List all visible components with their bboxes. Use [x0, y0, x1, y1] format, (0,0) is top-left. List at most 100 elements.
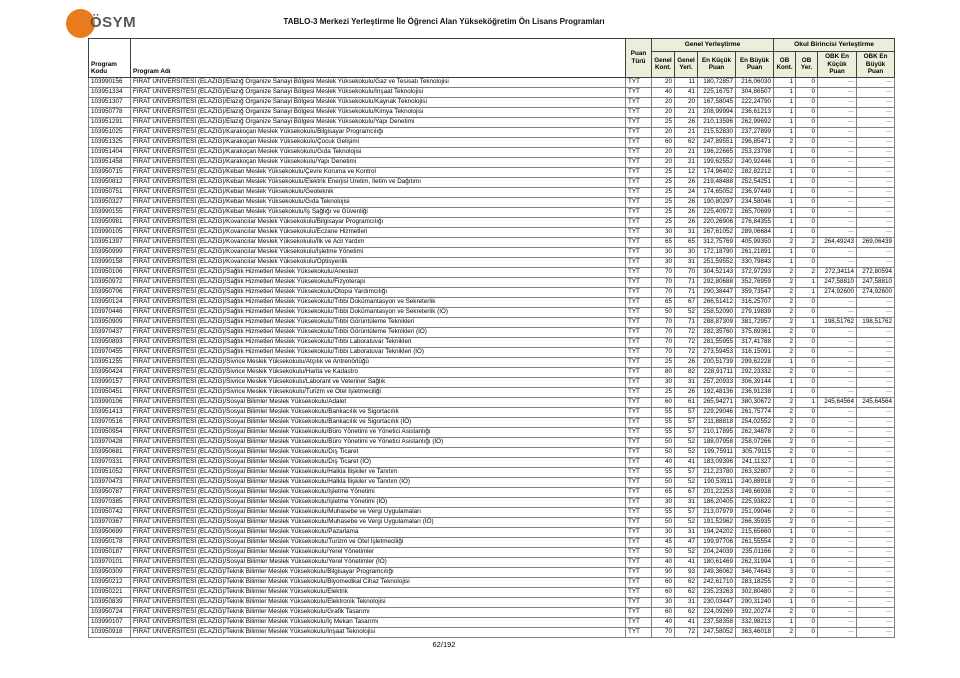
cell-obk-en-buyuk-puan: --- — [856, 466, 896, 478]
cell-obk-en-buyuk-puan: --- — [856, 216, 896, 228]
cell-en-kucuk-puan: 225,40972 — [697, 206, 736, 218]
cell-obk-en-buyuk-puan: --- — [856, 616, 896, 628]
cell-genel-kont: 65 — [651, 236, 675, 248]
cell-puan-turu: TYT — [625, 446, 652, 458]
cell-obk-en-kucuk-puan: --- — [817, 206, 858, 218]
cell-en-kucuk-puan: 249,36062 — [697, 566, 736, 578]
cell-genel-kont: 20 — [651, 106, 675, 118]
cell-program-kodu: 103951291 — [88, 116, 131, 128]
cell-en-buyuk-puan: 261,55554 — [734, 536, 775, 548]
cell-obk-en-buyuk-puan: 198,51762 — [856, 316, 896, 328]
cell-en-buyuk-puan: 332,98213 — [734, 616, 775, 628]
cell-puan-turu: TYT — [625, 586, 652, 598]
cell-genel-yerl: 31 — [674, 596, 698, 608]
cell-en-kucuk-puan: 292,80688 — [697, 276, 736, 288]
cell-ob-yer: 0 — [795, 146, 819, 158]
cell-program-kodu: 103950451 — [88, 386, 131, 398]
table-row: 103970473 FIRAT ÜNİVERSİTESİ (ELAZIĞ)/Sos… — [88, 476, 896, 488]
cell-en-kucuk-puan: 220,26906 — [697, 216, 736, 228]
cell-en-kucuk-puan: 215,52830 — [697, 126, 736, 138]
cell-obk-en-buyuk-puan: --- — [856, 146, 896, 158]
cell-program-kodu: 103951325 — [88, 136, 131, 148]
cell-program-kodu: 103990158 — [88, 256, 131, 268]
cell-puan-turu: TYT — [625, 266, 652, 278]
cell-puan-turu: TYT — [625, 546, 652, 558]
cell-program-kodu: 103950999 — [88, 246, 131, 258]
cell-ob-yer: 0 — [795, 106, 819, 118]
cell-program-adi: FIRAT ÜNİVERSİTESİ (ELAZIĞ)/Teknik Bilim… — [130, 626, 626, 638]
cell-en-kucuk-puan: 200,51739 — [697, 356, 736, 368]
cell-ob-yer: 0 — [795, 426, 819, 438]
cell-en-buyuk-puan: 262,99692 — [734, 116, 775, 128]
cell-program-kodu: 103990107 — [88, 616, 131, 628]
cell-ob-kont: 2 — [773, 486, 797, 498]
cell-genel-yerl: 31 — [674, 496, 698, 508]
cell-program-adi: FIRAT ÜNİVERSİTESİ (ELAZIĞ)/Sosyal Bilim… — [130, 546, 626, 558]
cell-genel-yerl: 72 — [674, 346, 698, 358]
table-row: 103950778 FIRAT ÜNİVERSİTESİ (ELAZIĞ)/Ela… — [88, 106, 896, 118]
cell-ob-yer: 0 — [795, 366, 819, 378]
cell-en-buyuk-puan: 316,25707 — [734, 296, 775, 308]
cell-program-adi: FIRAT ÜNİVERSİTESİ (ELAZIĞ)/Keban Meslek… — [130, 196, 626, 208]
table-row: 103950909 FIRAT ÜNİVERSİTESİ (ELAZIĞ)/Sağ… — [88, 316, 896, 328]
cell-en-buyuk-puan: 317,41788 — [734, 336, 775, 348]
cell-program-kodu: 103951404 — [88, 146, 131, 158]
cell-ob-kont: 2 — [773, 626, 797, 638]
cell-program-kodu: 103951458 — [88, 156, 131, 168]
cell-program-adi: FIRAT ÜNİVERSİTESİ (ELAZIĞ)/Sosyal Bilim… — [130, 476, 626, 488]
cell-ob-yer: 1 — [795, 276, 819, 288]
cell-program-adi: FIRAT ÜNİVERSİTESİ (ELAZIĞ)/Elazığ Organ… — [130, 96, 626, 108]
cell-en-buyuk-puan: 240,92446 — [734, 156, 775, 168]
cell-ob-kont: 2 — [773, 306, 797, 318]
cell-program-kodu: 103950309 — [88, 566, 131, 578]
cell-obk-en-kucuk-puan: --- — [817, 216, 858, 228]
cell-ob-yer: 0 — [795, 376, 819, 388]
cell-ob-kont: 2 — [773, 506, 797, 518]
cell-obk-en-buyuk-puan: --- — [856, 186, 896, 198]
cell-obk-en-kucuk-puan: --- — [817, 176, 858, 188]
cell-puan-turu: TYT — [625, 626, 652, 638]
cell-genel-kont: 25 — [651, 356, 675, 368]
cell-en-buyuk-puan: 352,76959 — [734, 276, 775, 288]
cell-ob-yer: 0 — [795, 306, 819, 318]
cell-program-kodu: 103950972 — [88, 276, 131, 288]
cell-en-kucuk-puan: 219,48488 — [697, 176, 736, 188]
cell-puan-turu: TYT — [625, 156, 652, 168]
cell-program-kodu: 103970437 — [88, 326, 131, 338]
cell-obk-en-buyuk-puan: --- — [856, 326, 896, 338]
cell-genel-kont: 70 — [651, 316, 675, 328]
cell-obk-en-kucuk-puan: 247,58810 — [817, 276, 858, 288]
cell-obk-en-buyuk-puan: --- — [856, 246, 896, 258]
cell-puan-turu: TYT — [625, 606, 652, 618]
cell-en-kucuk-puan: 247,58052 — [697, 626, 736, 638]
cell-ob-kont: 1 — [773, 226, 797, 238]
cell-ob-yer: 0 — [795, 496, 819, 508]
cell-program-adi: FIRAT ÜNİVERSİTESİ (ELAZIĞ)/Sağlık Hizme… — [130, 296, 626, 308]
cell-genel-kont: 60 — [651, 396, 675, 408]
cell-en-kucuk-puan: 188,07958 — [697, 436, 736, 448]
page-title: TABLO-3 Merkezi Yerleştirme İle Öğrenci … — [283, 17, 605, 26]
group-header-okul-birincisi: Okul Birincisi Yerleştirme — [773, 38, 896, 52]
cell-obk-en-buyuk-puan: --- — [856, 546, 896, 558]
cell-obk-en-kucuk-puan: 245,64564 — [817, 396, 858, 408]
table-row: 103951397 FIRAT ÜNİVERSİTESİ (ELAZIĞ)/Kov… — [88, 236, 896, 248]
table-row: 103950981 FIRAT ÜNİVERSİTESİ (ELAZIĞ)/Kov… — [88, 216, 896, 228]
cell-genel-kont: 60 — [651, 586, 675, 598]
cell-program-kodu: 103950699 — [88, 526, 131, 538]
cell-program-kodu: 103950981 — [88, 216, 131, 228]
cell-ob-kont: 1 — [773, 116, 797, 128]
cell-puan-turu: TYT — [625, 356, 652, 368]
cell-ob-kont: 1 — [773, 556, 797, 568]
cell-obk-en-buyuk-puan: --- — [856, 196, 896, 208]
cell-genel-yerl: 30 — [674, 246, 698, 258]
cell-en-kucuk-puan: 247,89551 — [697, 136, 736, 148]
cell-en-kucuk-puan: 242,61710 — [697, 576, 736, 588]
col-header-en-buyuk-puan: En Büyük Puan — [734, 51, 775, 78]
table-row: 103970331 FIRAT ÜNİVERSİTESİ (ELAZIĞ)/Sos… — [88, 456, 896, 468]
cell-genel-yerl: 52 — [674, 476, 698, 488]
cell-ob-kont: 1 — [773, 376, 797, 388]
cell-en-buyuk-puan: 236,91238 — [734, 386, 775, 398]
col-header-obk-en-buyuk-puan: OBK En Büyük Puan — [856, 51, 896, 78]
cell-en-buyuk-puan: 222,24790 — [734, 96, 775, 108]
